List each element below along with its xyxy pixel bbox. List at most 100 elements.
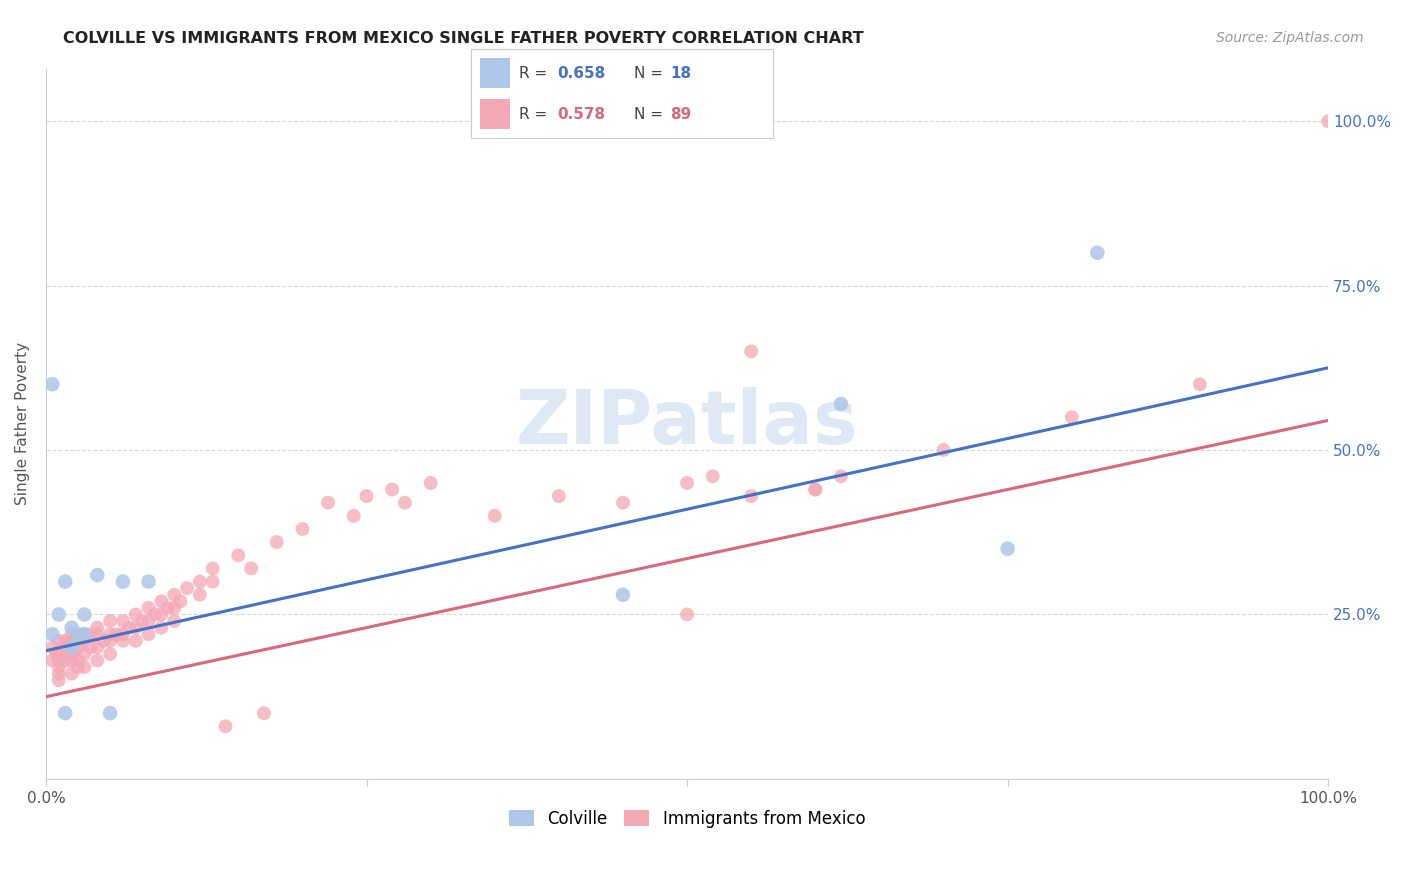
Point xyxy=(138,614,160,628)
Point xyxy=(163,588,186,602)
Point xyxy=(48,607,70,622)
Point xyxy=(381,483,404,497)
Point xyxy=(1060,410,1083,425)
Point xyxy=(702,469,724,483)
Point xyxy=(226,549,249,563)
Point xyxy=(740,344,762,359)
Text: 0.658: 0.658 xyxy=(557,66,606,80)
Point xyxy=(53,706,76,720)
Point xyxy=(66,633,89,648)
Point xyxy=(163,600,186,615)
Text: 18: 18 xyxy=(671,66,692,80)
Point xyxy=(125,607,148,622)
Point xyxy=(201,574,224,589)
Text: N =: N = xyxy=(634,66,668,80)
Point xyxy=(201,561,224,575)
Point xyxy=(60,621,83,635)
Point xyxy=(740,489,762,503)
Point xyxy=(111,574,134,589)
Point xyxy=(150,607,173,622)
Point xyxy=(240,561,263,575)
Point xyxy=(86,568,108,582)
Point xyxy=(53,640,76,655)
Point xyxy=(53,574,76,589)
Point xyxy=(156,600,179,615)
Point xyxy=(169,594,191,608)
Point xyxy=(48,660,70,674)
Point xyxy=(41,377,63,392)
Point xyxy=(291,522,314,536)
Point xyxy=(48,633,70,648)
Point xyxy=(105,627,128,641)
Point xyxy=(66,627,89,641)
Point xyxy=(53,633,76,648)
Text: ZIPatlas: ZIPatlas xyxy=(516,387,859,460)
Point xyxy=(73,627,96,641)
Point xyxy=(41,627,63,641)
Point xyxy=(73,633,96,648)
Point xyxy=(676,607,699,622)
Point xyxy=(125,621,148,635)
Point xyxy=(60,640,83,655)
Point xyxy=(419,475,441,490)
Point xyxy=(73,607,96,622)
Point xyxy=(484,508,506,523)
Point xyxy=(1317,114,1340,128)
Point xyxy=(612,588,634,602)
Text: R =: R = xyxy=(519,107,553,121)
Point xyxy=(60,647,83,661)
Point xyxy=(98,706,121,720)
Point xyxy=(60,653,83,667)
Point xyxy=(253,706,276,720)
Point xyxy=(266,535,288,549)
Point xyxy=(188,574,211,589)
Point xyxy=(394,496,416,510)
Point xyxy=(111,614,134,628)
Point xyxy=(86,621,108,635)
Point xyxy=(138,627,160,641)
Point xyxy=(125,633,148,648)
Point xyxy=(80,640,103,655)
Point xyxy=(150,594,173,608)
Point xyxy=(45,647,67,661)
Point xyxy=(1188,377,1211,392)
Point xyxy=(73,647,96,661)
Point xyxy=(188,588,211,602)
Point xyxy=(343,508,366,523)
Point xyxy=(98,647,121,661)
FancyBboxPatch shape xyxy=(479,99,510,129)
Legend: Colville, Immigrants from Mexico: Colville, Immigrants from Mexico xyxy=(502,803,872,835)
Point xyxy=(86,653,108,667)
Text: COLVILLE VS IMMIGRANTS FROM MEXICO SINGLE FATHER POVERTY CORRELATION CHART: COLVILLE VS IMMIGRANTS FROM MEXICO SINGL… xyxy=(63,31,863,46)
Point xyxy=(1085,245,1108,260)
Point xyxy=(60,633,83,648)
Point xyxy=(86,627,108,641)
Point xyxy=(98,627,121,641)
Point xyxy=(111,633,134,648)
Point xyxy=(131,614,153,628)
Point xyxy=(60,666,83,681)
Point xyxy=(356,489,378,503)
Point xyxy=(80,627,103,641)
Text: 89: 89 xyxy=(671,107,692,121)
FancyBboxPatch shape xyxy=(479,58,510,88)
Point xyxy=(86,640,108,655)
Text: R =: R = xyxy=(519,66,553,80)
Point xyxy=(932,443,955,458)
Text: Source: ZipAtlas.com: Source: ZipAtlas.com xyxy=(1216,31,1364,45)
Point xyxy=(997,541,1019,556)
Point xyxy=(66,660,89,674)
Point xyxy=(66,640,89,655)
Point xyxy=(830,397,852,411)
Point xyxy=(804,483,827,497)
Point xyxy=(804,483,827,497)
Point xyxy=(98,614,121,628)
Text: N =: N = xyxy=(634,107,668,121)
Y-axis label: Single Father Poverty: Single Father Poverty xyxy=(15,343,30,505)
Point xyxy=(73,627,96,641)
Point xyxy=(547,489,569,503)
Point xyxy=(48,666,70,681)
Point xyxy=(98,633,121,648)
Point xyxy=(143,607,166,622)
Point xyxy=(163,614,186,628)
